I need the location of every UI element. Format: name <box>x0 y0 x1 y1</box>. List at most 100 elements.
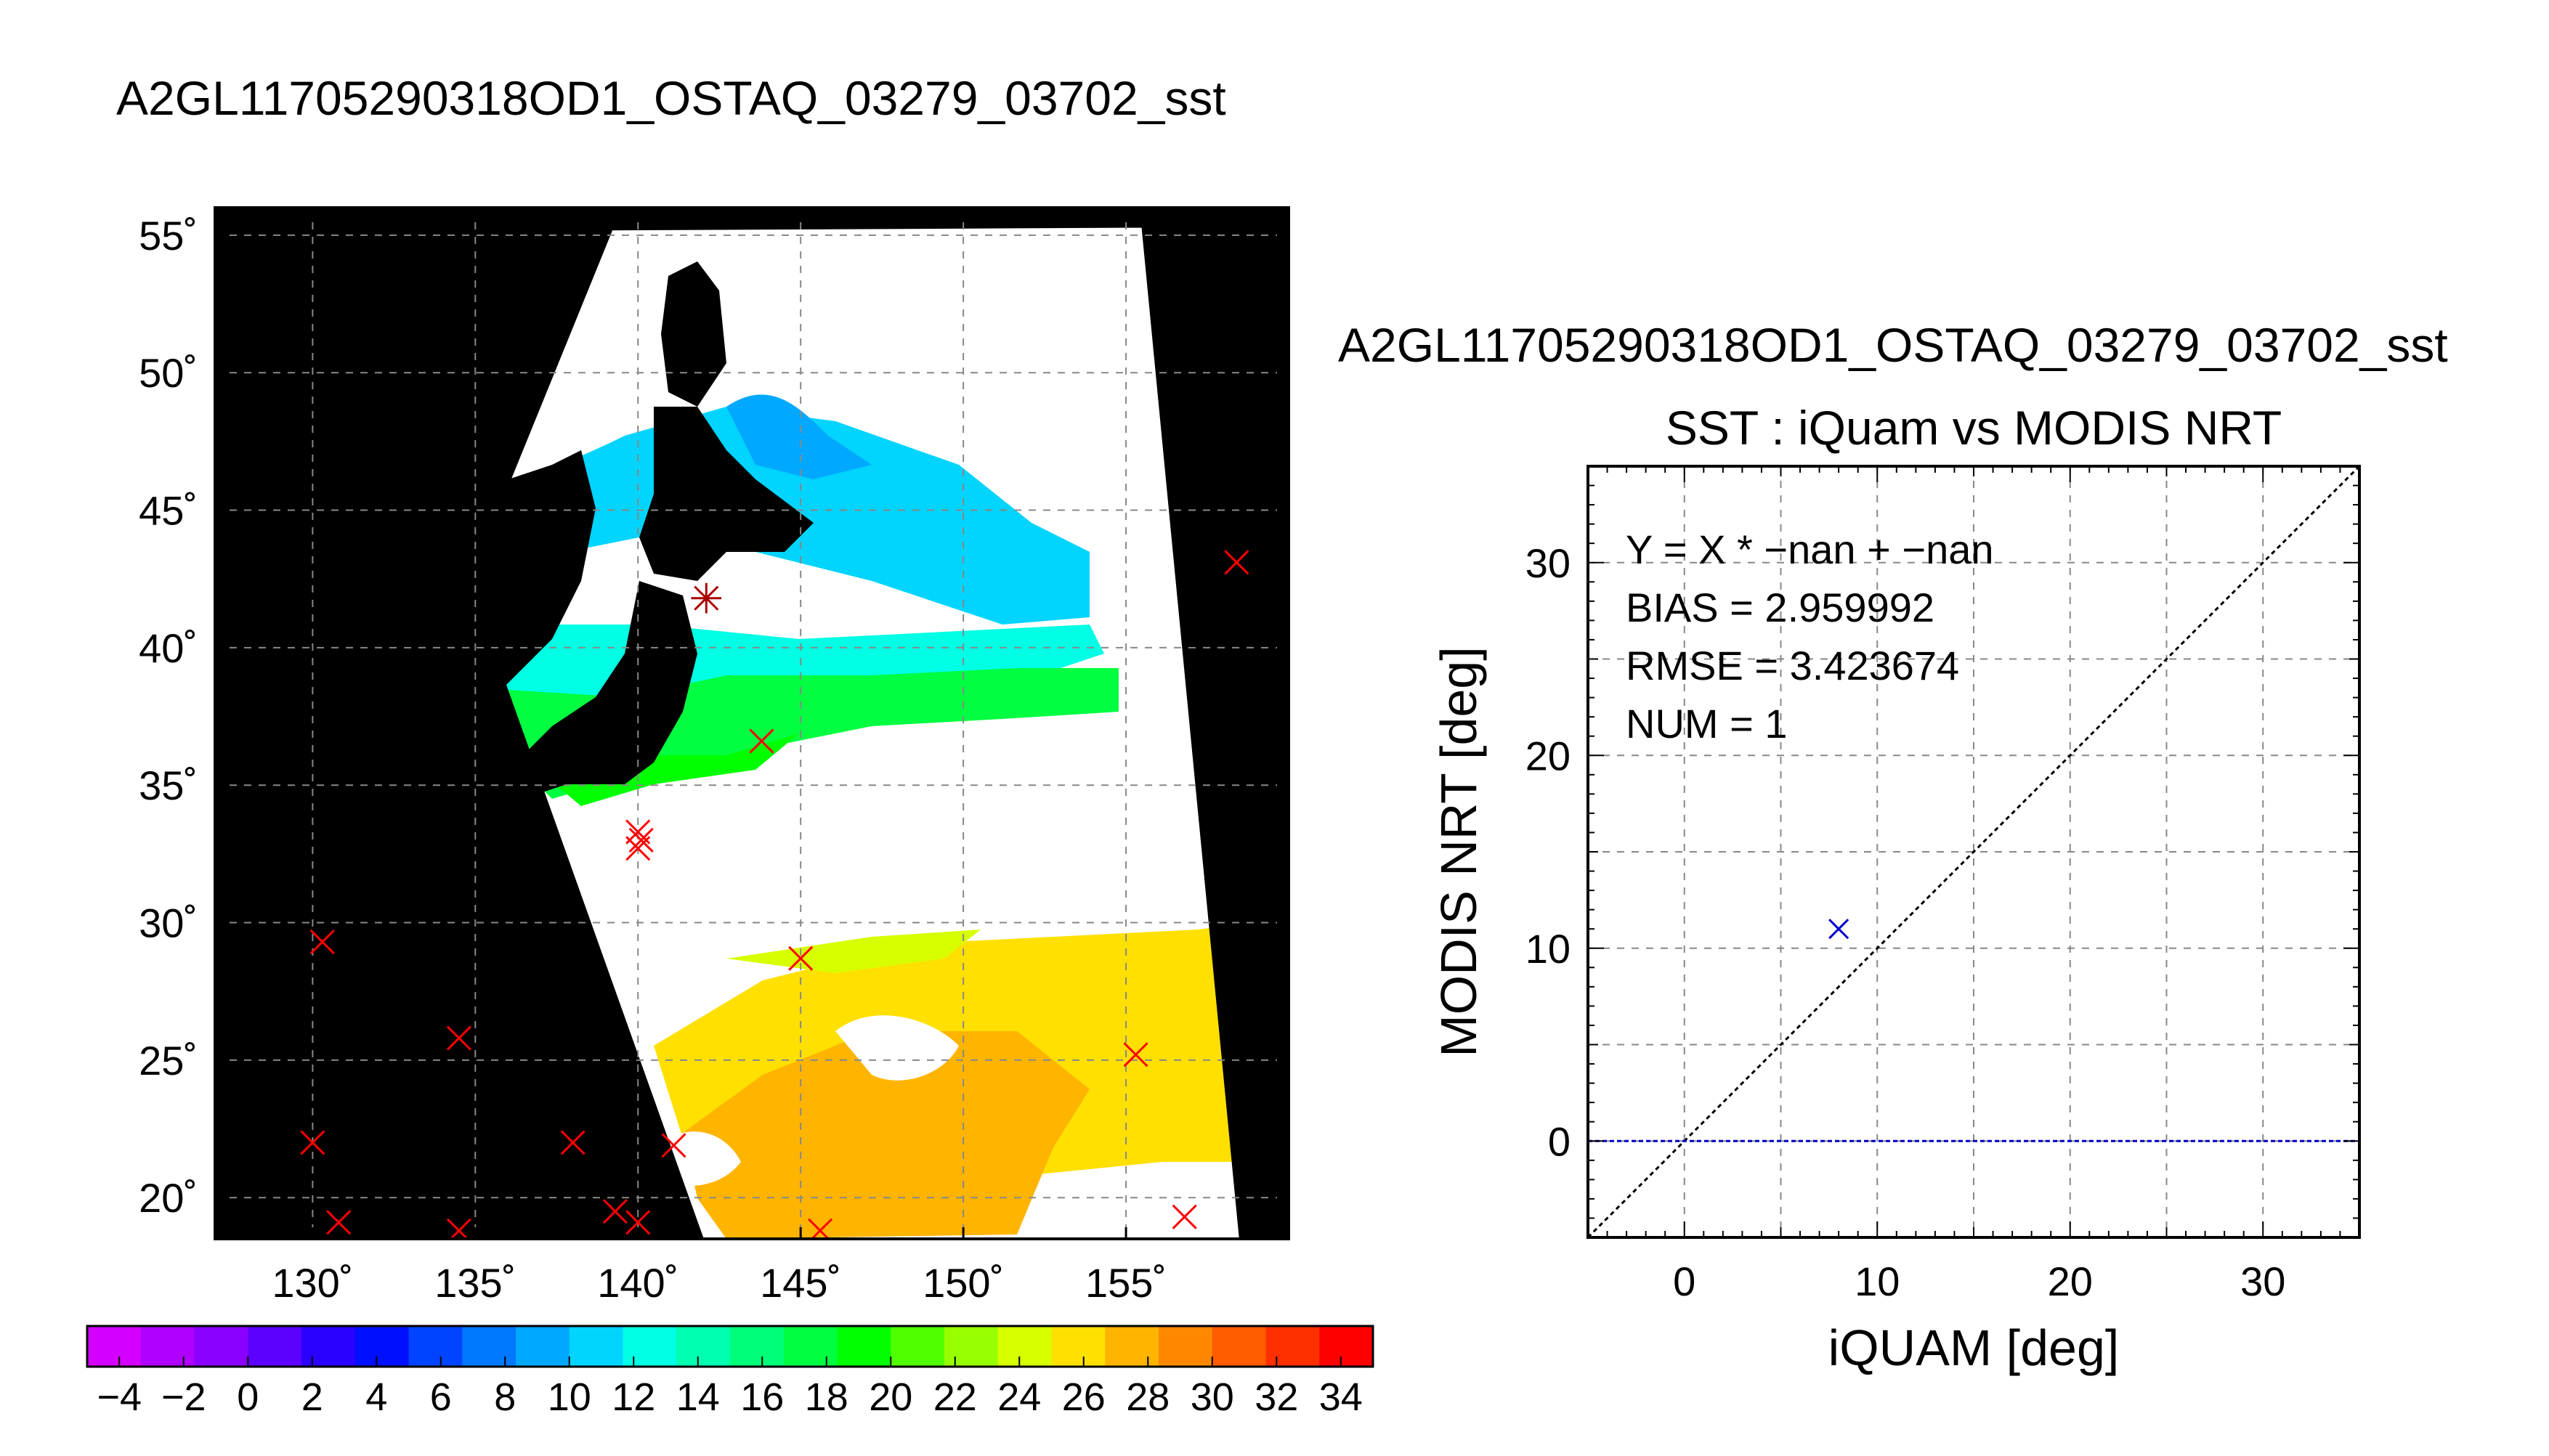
map-y-tick-labels: 20˚ 25˚ 30˚ 35˚ 40˚ 45˚ 50˚ 55˚ <box>139 213 198 1221</box>
scatter-stats: Y = X * −nan + −nan BIAS = 2.959992 RMSE… <box>1626 526 1994 747</box>
land-korea-asia <box>469 450 596 712</box>
colorbar-tick-label: −4 <box>97 1375 142 1419</box>
insitu-marker-x <box>326 1210 352 1235</box>
cloud-patch <box>835 1015 959 1081</box>
insitu-marker-x <box>625 1210 651 1235</box>
colorbar-frame <box>86 1325 1374 1368</box>
insitu-marker-x <box>309 929 335 955</box>
colorbar-segment <box>837 1326 891 1367</box>
scatter-x-axis-label: iQUAM [deg] <box>1828 1319 2120 1376</box>
land-sakhalin <box>661 261 726 407</box>
scatter-plot: A2GL11705290318OD1_OSTAQ_03279_03702_sst… <box>1338 318 2448 1376</box>
insitu-marker-x <box>560 1130 585 1155</box>
colorbar-segment <box>730 1326 785 1367</box>
colorbar-segment <box>944 1326 999 1367</box>
colorbar-tick-label: 28 <box>1126 1375 1170 1419</box>
colorbar-segment <box>783 1326 838 1367</box>
colorbar-tick-labels: −4 −2 0 2 4 6 8 10 12 14 16 18 20 22 24 26 28 30 32 34 <box>97 1375 1362 1419</box>
colorbar-tick-label: 32 <box>1255 1375 1298 1419</box>
scatter-ticks <box>1587 465 2360 1238</box>
scatter-y-tick-label: 10 <box>1525 926 1571 972</box>
map-ticks <box>215 208 1289 1239</box>
map-x-tick-labels: 130˚ 135˚ 140˚ 145˚ 150˚ 155˚ <box>272 1260 1167 1306</box>
colorbar-segment <box>1159 1326 1213 1367</box>
insitu-marker-x <box>628 827 654 853</box>
colorbar-tick-label: 30 <box>1191 1375 1234 1419</box>
insitu-marker-x <box>1172 1204 1197 1229</box>
colorbar-tick-label: 8 <box>494 1375 516 1419</box>
satellite-swath <box>469 227 1240 1239</box>
scatter-reference-lines <box>1588 466 2359 1237</box>
map-frame <box>214 206 1290 1240</box>
stats-bias: BIAS = 2.959992 <box>1626 585 1934 630</box>
colorbar-segment <box>1265 1326 1320 1367</box>
scatter-point <box>1828 919 1849 940</box>
colorbar-segment <box>623 1326 677 1367</box>
scatter-x-tick-label: 30 <box>2240 1258 2285 1304</box>
colorbar-tick-label: 4 <box>365 1375 387 1419</box>
map-y-tick-label: 50˚ <box>139 350 198 396</box>
colorbar-segment <box>248 1326 302 1367</box>
map-title: A2GL11705290318OD1_OSTAQ_03279_03702_sst <box>116 71 1226 125</box>
map-x-tick-label: 150˚ <box>923 1260 1004 1306</box>
insitu-marker-x <box>1123 1042 1148 1067</box>
scatter-file-title: A2GL11705290318OD1_OSTAQ_03279_03702_sst <box>1338 318 2448 372</box>
insitu-marker-x <box>625 836 651 861</box>
colorbar: −4 −2 0 2 4 6 8 10 12 14 16 18 20 22 24 26 28 30 32 34 <box>86 1325 1374 1419</box>
scatter-y-tick-label: 0 <box>1548 1118 1571 1164</box>
insitu-marker-x <box>788 945 814 971</box>
map-y-tick-label: 20˚ <box>139 1175 198 1221</box>
colorbar-segment <box>354 1326 409 1367</box>
map-y-tick-label: 45˚ <box>139 488 198 534</box>
scatter-x-tick-labels: 0 10 20 30 <box>1673 1258 2285 1304</box>
stats-rmse: RMSE = 3.423674 <box>1626 643 1959 688</box>
insitu-marker-x <box>300 1130 325 1155</box>
scatter-y-axis-label: MODIS NRT [deg] <box>1430 646 1487 1057</box>
colorbar-segment <box>516 1326 570 1367</box>
colorbar-tick-label: 0 <box>237 1375 259 1419</box>
insitu-marker-x <box>749 728 774 754</box>
colorbar-tick-label: 6 <box>430 1375 452 1419</box>
colorbar-tick-label: 14 <box>676 1375 720 1419</box>
map-y-tick-label: 35˚ <box>139 762 198 808</box>
map-x-tick-label: 145˚ <box>760 1260 841 1306</box>
scatter-x-tick-label: 10 <box>1855 1258 1900 1304</box>
map-y-tick-label: 30˚ <box>139 900 198 946</box>
land-hokkaido <box>639 407 814 581</box>
map-grid <box>215 208 1289 1239</box>
scatter-x-tick-label: 0 <box>1673 1258 1695 1304</box>
sst-band-green-bright <box>538 733 799 806</box>
colorbar-segment <box>1051 1326 1106 1367</box>
colorbar-segment <box>194 1326 248 1367</box>
colorbar-segment <box>676 1326 731 1367</box>
scatter-y-tick-labels: 0 10 20 30 <box>1525 540 1571 1165</box>
colorbar-segment <box>1319 1326 1374 1367</box>
stats-fit: Y = X * −nan + −nan <box>1626 526 1994 572</box>
map-y-tick-label: 40˚ <box>139 625 198 671</box>
sst-band-deep-blue <box>726 394 872 479</box>
colorbar-segment <box>87 1326 142 1367</box>
colorbar-tick-label: 2 <box>301 1375 323 1419</box>
colorbar-segment <box>140 1326 195 1367</box>
colorbar-tick-label: −2 <box>161 1375 206 1419</box>
scatter-title: SST : iQuam vs MODIS NRT <box>1666 401 2282 455</box>
map-x-tick-label: 140˚ <box>597 1260 678 1306</box>
colorbar-segment <box>997 1326 1052 1367</box>
scatter-x-tick-label: 20 <box>2048 1258 2093 1304</box>
map-x-tick-label: 135˚ <box>434 1260 516 1306</box>
colorbar-tick-label: 22 <box>933 1375 977 1419</box>
insitu-markers <box>300 550 1249 1239</box>
colorbar-segments <box>87 1326 1374 1367</box>
colorbar-tick-label: 18 <box>805 1375 848 1419</box>
colorbar-segment <box>891 1326 945 1367</box>
colorbar-tick-label: 16 <box>740 1375 784 1419</box>
colorbar-segment <box>408 1326 463 1367</box>
colorbar-ticks <box>118 1357 1342 1367</box>
colorbar-segment <box>1105 1326 1159 1367</box>
colorbar-segment <box>1212 1326 1266 1367</box>
swath-outline <box>468 226 1241 1239</box>
scatter-points <box>1828 919 1849 940</box>
colorbar-tick-label: 24 <box>997 1375 1041 1419</box>
sst-band-yellow-green <box>726 930 981 973</box>
